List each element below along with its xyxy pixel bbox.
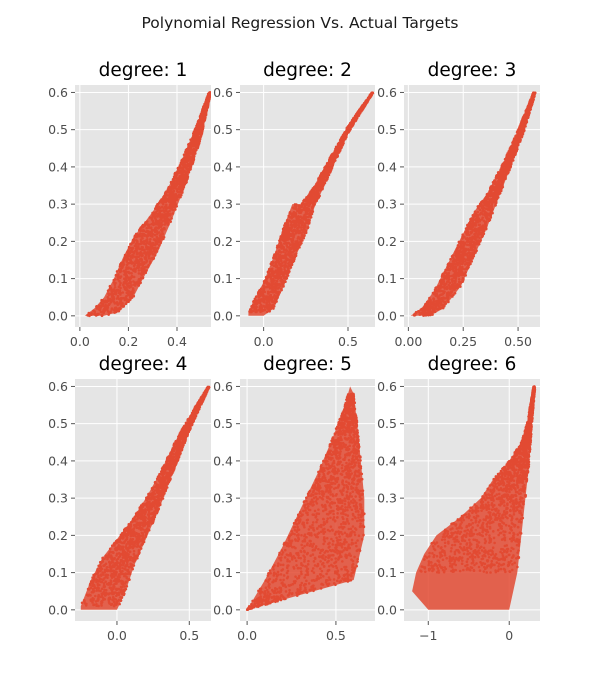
plot-area (404, 85, 540, 327)
x-tick-label: 0.0 (70, 334, 90, 349)
scatter-points (84, 91, 211, 318)
y-tick-label: 0.1 (213, 271, 233, 286)
y-tick-label: 0.1 (48, 271, 68, 286)
y-tick-label: 0.2 (213, 234, 233, 249)
y-tick-label: 0.4 (48, 159, 68, 174)
y-tick-label: 0.0 (48, 308, 68, 323)
subplot-title: degree: 2 (263, 60, 352, 81)
y-tick-label: 0.3 (48, 197, 68, 212)
subplot-2: 0.0 0.1 0.2 0.3 0.4 0.5 0.6 0.0 0.5 degree: 2 (213, 60, 375, 349)
y-tick-label: 0.6 (48, 85, 68, 100)
x-tick-label: 0.5 (338, 334, 358, 349)
y-tick-label: 0.3 (213, 197, 233, 212)
plot-area (75, 85, 211, 327)
figure-title: Polynomial Regression Vs. Actual Targets (142, 14, 459, 32)
subplot-1: 0.0 0.1 0.2 0.3 0.4 0.5 0.6 0.0 0.2 0.4 degree: 1 (48, 60, 211, 349)
x-tick-label: 0.0 (254, 334, 274, 349)
scatter-density (248, 92, 374, 316)
x-tick-label: 0.4 (167, 334, 187, 349)
subplot-3: 0.00.10.20.30.40.50.60.00 0.25 0.50degree:… (377, 60, 540, 349)
scatter-points (248, 91, 375, 316)
y-tick-label: 0.5 (48, 122, 68, 137)
scatter-points (410, 91, 537, 317)
y-tick-label: 0.0 (213, 308, 233, 323)
y-tick-label: 0.2 (48, 234, 68, 249)
y-tick-label: 0.5 (213, 122, 233, 137)
x-tick-label: 0.2 (118, 334, 138, 349)
subplot-title: degree: 1 (99, 60, 188, 81)
y-tick-label: 0.6 (213, 85, 233, 100)
y-tick-label: 0.4 (213, 159, 233, 174)
